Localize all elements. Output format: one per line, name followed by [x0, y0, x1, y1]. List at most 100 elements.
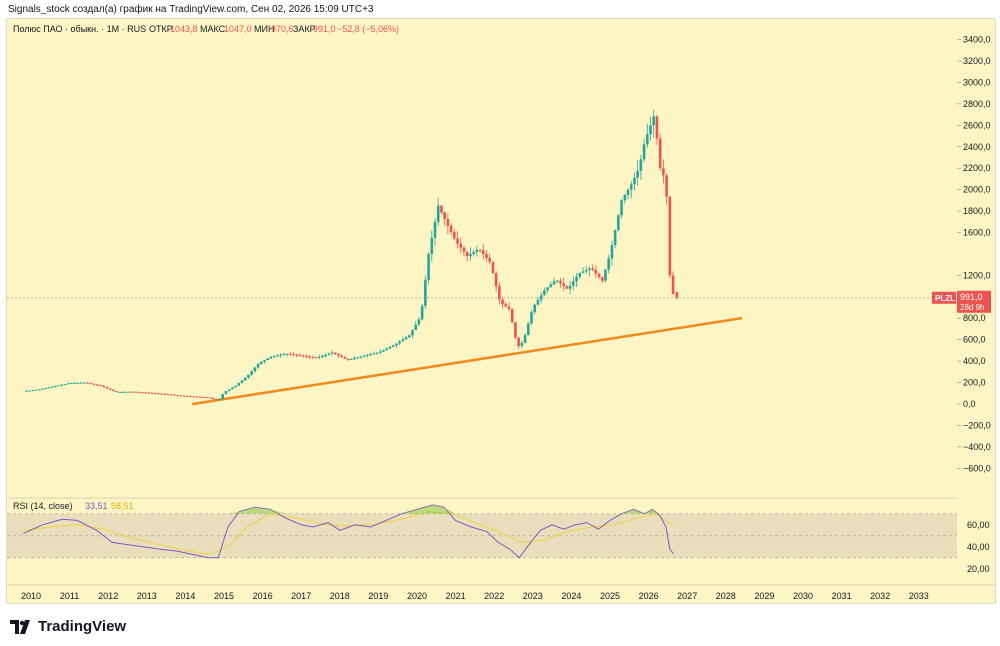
rsi-overbought-segment: [270, 509, 286, 514]
candle-body: [131, 391, 134, 393]
price-tick-label: −600,0: [963, 463, 991, 473]
candle-body: [465, 251, 469, 257]
candle-body: [99, 385, 102, 387]
candle-body: [578, 272, 582, 277]
candle-body: [305, 356, 308, 358]
candle-body: [613, 230, 617, 245]
candle-body: [366, 354, 369, 356]
candle-body: [485, 253, 488, 258]
candle-body: [636, 170, 639, 178]
candle-body: [28, 390, 32, 392]
candle-body: [433, 221, 437, 238]
candle-body: [414, 324, 418, 331]
candle-body: [382, 350, 385, 352]
candle-body: [546, 287, 549, 291]
candle-body: [79, 382, 83, 384]
candle-body: [430, 237, 434, 254]
candle-body: [70, 383, 73, 385]
candle-body: [140, 392, 144, 394]
candle-body: [221, 394, 225, 399]
candle-body: [57, 385, 60, 387]
price-tag-ticker-box: [932, 291, 956, 304]
candle-body: [591, 268, 594, 271]
candle-body: [234, 385, 237, 388]
candle-body: [555, 280, 559, 282]
candle-body: [424, 279, 427, 306]
candle-body: [668, 196, 672, 276]
candle-body: [256, 363, 260, 368]
year-label: 2027: [677, 591, 697, 601]
candle-body: [543, 290, 546, 296]
candle-body: [92, 383, 96, 385]
price-tick-label: 2600,0: [963, 120, 991, 130]
candle-body: [501, 299, 504, 305]
candle-body: [269, 356, 273, 359]
candle-body: [118, 392, 122, 394]
candle-body: [646, 134, 649, 145]
candle-body: [211, 397, 215, 400]
candle-body: [260, 361, 263, 364]
price-tick-label: 1200,0: [963, 270, 991, 280]
year-label: 2024: [561, 591, 581, 601]
candle-body: [83, 382, 86, 384]
chart-svg[interactable]: 3400,0 3200,0 3000,0 2800,0 2600,0 2400,0 2200…: [7, 19, 995, 603]
candle-body: [510, 309, 514, 323]
candle-body: [420, 305, 424, 320]
candle-body: [108, 388, 112, 390]
year-label: 2020: [407, 591, 427, 601]
candle-body: [427, 253, 430, 280]
support-trendline[interactable]: [191, 316, 743, 406]
candle-body: [282, 354, 286, 356]
candle-body: [73, 382, 77, 384]
price-axis[interactable]: 3400,0 3200,0 3000,0 2800,0 2600,0 2400,0 2200…: [957, 35, 991, 474]
candle-body: [67, 383, 70, 385]
time-axis[interactable]: 2010 2011 2012 2013 2014 2015 2016 2017 2018 2019…: [21, 591, 929, 601]
candle-body: [584, 269, 588, 272]
chart-area[interactable]: 3400,0 3200,0 3000,0 2800,0 2600,0 2400,0 2200…: [6, 18, 996, 604]
candle-body: [507, 306, 511, 310]
legend-low-label: МИН: [254, 24, 274, 34]
candle-body: [343, 357, 347, 359]
rsi-overbought-segment: [652, 509, 661, 514]
price-tick-label: 2000,0: [963, 185, 991, 195]
tradingview-brand: TradingView: [38, 618, 127, 635]
candle-body: [623, 194, 627, 201]
candle-body: [642, 144, 646, 160]
tradingview-logo[interactable]: TradingView: [10, 618, 126, 635]
candle-body: [411, 330, 414, 336]
rsi-overbought-fill: [227, 505, 661, 514]
candle-body: [76, 382, 80, 384]
candle-body: [86, 382, 89, 384]
candle-body: [559, 280, 562, 284]
candle-body: [44, 388, 48, 390]
year-label: 2025: [600, 591, 620, 601]
candle-body: [469, 253, 472, 257]
candle-body: [372, 353, 376, 355]
candles-layer: [25, 109, 679, 401]
candle-body: [604, 269, 607, 281]
rsi-tick-label: 20,00: [967, 564, 990, 574]
candle-body: [124, 391, 128, 393]
candle-body: [626, 189, 630, 195]
price-tag-price-box: [957, 290, 991, 313]
candle-body: [330, 352, 334, 354]
candle-body: [298, 355, 302, 357]
candle-body: [112, 389, 115, 392]
candle-body: [105, 387, 109, 389]
candle-body: [250, 371, 253, 375]
candle-body: [475, 249, 479, 252]
candle-body: [520, 343, 524, 346]
candle-body: [327, 353, 331, 355]
legend-open-value: 1043,8: [170, 24, 198, 34]
candle-body: [89, 383, 93, 385]
candle-body: [163, 393, 167, 395]
candle-body: [166, 394, 170, 396]
candle-body: [404, 337, 408, 340]
candle-body: [565, 286, 569, 289]
candle-body: [38, 389, 41, 391]
year-label: 2028: [716, 591, 736, 601]
candle-body: [179, 395, 183, 397]
year-label: 2019: [368, 591, 388, 601]
candle-body: [50, 386, 54, 388]
candle-body: [459, 243, 463, 248]
